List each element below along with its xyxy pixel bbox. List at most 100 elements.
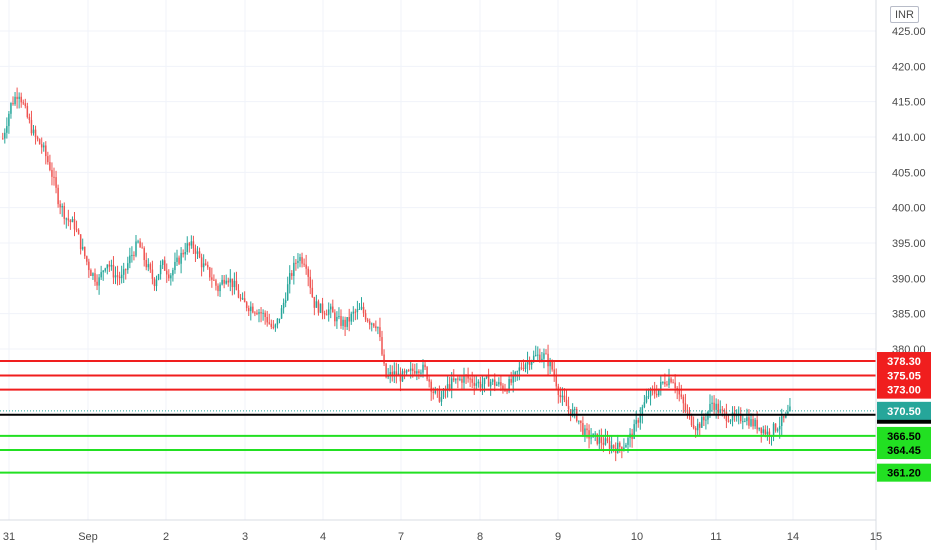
level-price-badge xyxy=(877,366,931,385)
candle-body xyxy=(192,241,195,249)
candle-body xyxy=(180,252,182,264)
candle-body xyxy=(276,318,279,325)
candle-body xyxy=(352,311,355,314)
candle-body xyxy=(729,420,732,422)
candle-body xyxy=(598,437,601,444)
candle-body xyxy=(32,129,35,134)
level-price-badge xyxy=(877,352,931,371)
candle-body xyxy=(766,431,769,435)
candle-body xyxy=(94,273,96,282)
candle-body xyxy=(12,103,14,105)
grid xyxy=(0,0,876,520)
candle-body xyxy=(518,367,521,372)
candle-body xyxy=(258,312,260,315)
candle-body xyxy=(104,268,106,271)
candle-body xyxy=(133,254,135,256)
candle-body xyxy=(463,375,465,383)
x-tick-label: 8 xyxy=(477,531,483,543)
candle-body xyxy=(405,370,408,373)
candle-body xyxy=(740,413,742,422)
candle-body xyxy=(399,373,402,382)
candle-body xyxy=(703,417,705,421)
candle-body xyxy=(241,298,244,300)
candle-body xyxy=(317,301,320,313)
candle-body xyxy=(6,126,8,133)
candle-body xyxy=(182,252,184,255)
candle-body xyxy=(81,246,84,250)
currency-badge[interactable]: INR xyxy=(890,6,919,23)
level-price-badge xyxy=(877,380,931,399)
candle-body xyxy=(174,261,176,271)
candle-body xyxy=(746,417,748,422)
candle-body xyxy=(22,102,24,104)
candle-body xyxy=(250,306,252,312)
candle-body xyxy=(672,382,674,384)
candle-body xyxy=(385,363,387,378)
candle-body xyxy=(350,313,352,322)
candle-body xyxy=(660,381,662,389)
candle-body xyxy=(475,383,478,386)
candle-body xyxy=(360,306,363,309)
candle-body xyxy=(391,371,393,376)
candle-body xyxy=(368,321,371,325)
candle-body xyxy=(469,378,471,380)
candle-body xyxy=(742,421,744,423)
candle-body xyxy=(90,270,92,276)
candle-body xyxy=(510,379,512,383)
candle-body xyxy=(758,427,760,430)
candle-body xyxy=(207,264,209,268)
candle-body xyxy=(61,205,63,208)
candle-body xyxy=(24,103,27,107)
y-tick-label: 410.00 xyxy=(892,132,926,144)
candle-body xyxy=(348,317,350,322)
x-tick-label: 3 xyxy=(242,531,248,543)
candle-body xyxy=(147,264,150,268)
candle-body xyxy=(141,247,143,249)
candle-body xyxy=(485,376,488,378)
candle-body xyxy=(549,361,551,367)
candle-body xyxy=(699,423,701,428)
candle-body xyxy=(688,411,691,415)
candle-body xyxy=(63,205,65,219)
candle-body xyxy=(172,270,174,276)
candle-body xyxy=(612,445,615,449)
candle-body xyxy=(237,290,240,298)
candle-body xyxy=(764,429,767,435)
candle-body xyxy=(176,257,178,262)
candle-body xyxy=(645,396,648,403)
candle-body xyxy=(690,414,693,426)
candle-body xyxy=(309,276,311,288)
candle-body xyxy=(274,324,277,328)
candle-body xyxy=(555,375,557,387)
candle-body xyxy=(47,156,49,163)
candles xyxy=(2,87,791,462)
candle-body xyxy=(307,268,309,277)
candle-body xyxy=(727,420,730,422)
candle-body xyxy=(73,219,76,230)
candle-body xyxy=(553,369,555,376)
candle-body xyxy=(215,280,217,286)
candle-body xyxy=(446,384,449,391)
candle-body xyxy=(450,378,453,389)
candle-body xyxy=(539,354,541,362)
candle-body xyxy=(430,381,432,392)
candle-body xyxy=(633,424,635,439)
candle-body xyxy=(264,312,266,317)
candle-body xyxy=(596,433,598,444)
candle-body xyxy=(45,145,47,157)
candle-body xyxy=(783,416,785,418)
candle-body xyxy=(442,389,445,398)
level-price-label: 364.45 xyxy=(887,445,921,457)
candle-body xyxy=(18,96,20,99)
candle-body xyxy=(65,218,68,220)
candle-body xyxy=(127,263,129,270)
candle-body xyxy=(750,419,752,426)
candle-body xyxy=(516,371,519,373)
candle-body xyxy=(168,274,170,279)
candle-body xyxy=(125,269,127,271)
candle-body xyxy=(565,399,568,406)
candle-body xyxy=(239,297,242,299)
